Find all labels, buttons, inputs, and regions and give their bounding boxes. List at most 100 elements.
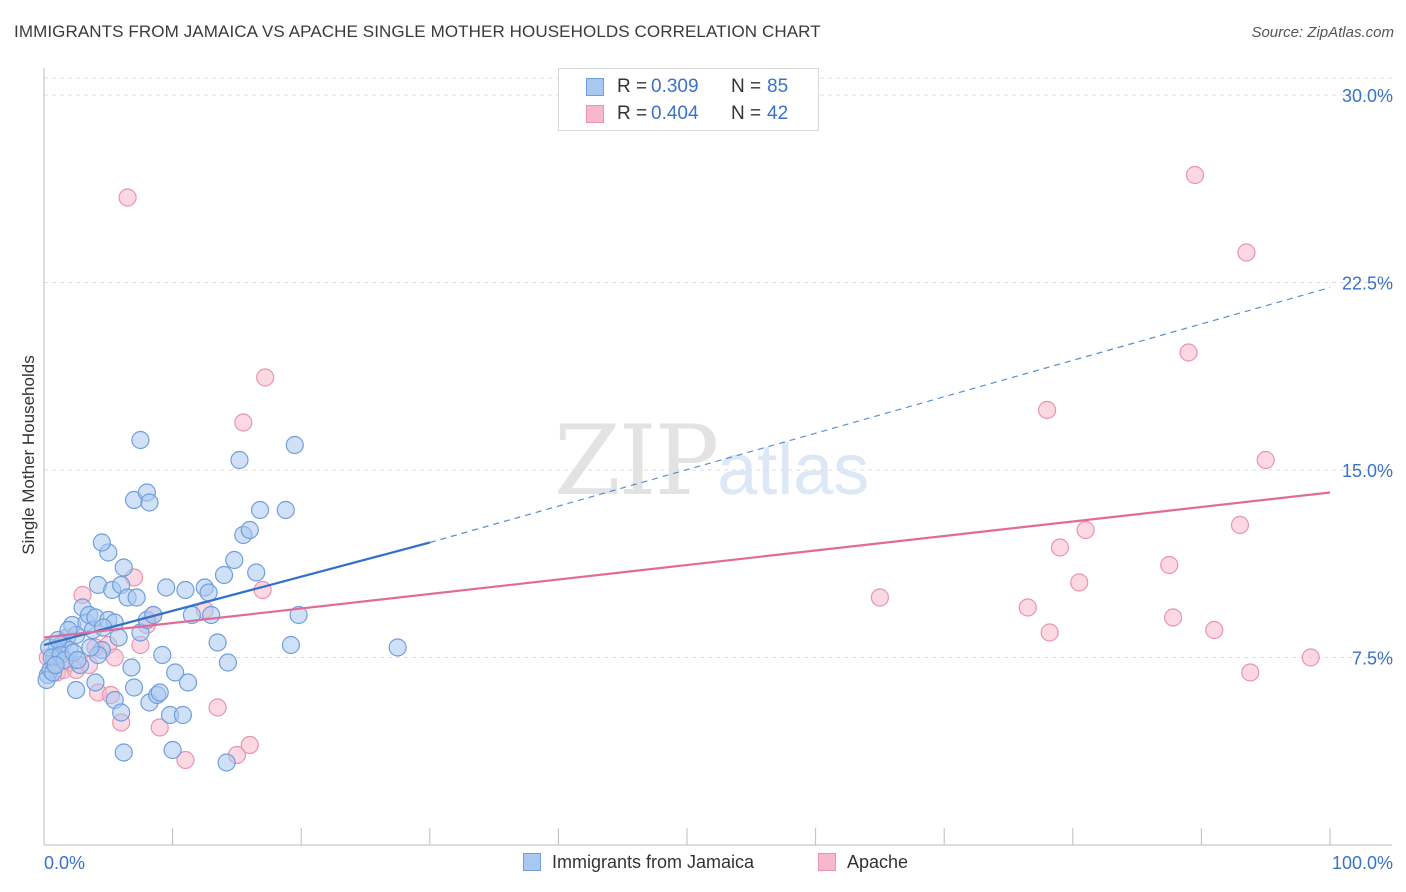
jamaica-point xyxy=(208,633,227,652)
apache-point xyxy=(1018,598,1037,617)
y-tick-label: 22.5% xyxy=(1342,274,1393,294)
jamaica-point xyxy=(250,500,270,520)
correlation-legend: R = 0.309 N = 85 R = 0.404 N = 42 xyxy=(558,68,819,131)
r-value-apache: 0.404 xyxy=(651,103,699,124)
apache-trend-line xyxy=(43,491,1331,639)
x-tick-label: 0.0% xyxy=(44,853,85,873)
n-label: N = xyxy=(731,76,762,97)
apache-point xyxy=(1205,620,1224,640)
chart-title: IMMIGRANTS FROM JAMAICA VS APACHE SINGLE… xyxy=(14,22,821,41)
source-credit: Source: ZipAtlas.com xyxy=(1251,24,1394,41)
apache-point xyxy=(1037,400,1057,420)
jamaica-point xyxy=(276,500,295,520)
jamaica-point xyxy=(247,563,266,582)
jamaica-trend-projection xyxy=(429,286,1331,544)
apache-point xyxy=(1179,343,1198,362)
jamaica-point xyxy=(150,683,169,702)
apache-point xyxy=(234,413,253,432)
apache-point xyxy=(253,580,272,600)
jamaica-point xyxy=(153,645,172,665)
apache-point xyxy=(256,368,275,387)
n-label: N = xyxy=(731,103,762,124)
watermark: ZIPatlas xyxy=(554,405,869,517)
y-tick-label: 15.0% xyxy=(1342,461,1393,481)
legend-item-jamaica[interactable]: Immigrants from Jamaica xyxy=(523,852,754,873)
jamaica-point xyxy=(68,650,87,670)
jamaica-point xyxy=(285,435,304,455)
x-tick-label: 100.0% xyxy=(1332,853,1393,873)
apache-point xyxy=(1070,573,1089,592)
y-tick-label: 30.0% xyxy=(1342,86,1393,106)
n-value-jamaica: 85 xyxy=(767,76,789,97)
jamaica-point xyxy=(124,678,144,697)
jamaica-point xyxy=(289,605,308,625)
apache-point xyxy=(1301,648,1320,667)
apache-point xyxy=(176,750,195,770)
apache-point xyxy=(1040,623,1059,642)
apache-point xyxy=(1050,538,1070,557)
legend-label-jamaica: Immigrants from Jamaica xyxy=(552,852,755,872)
jamaica-point xyxy=(157,578,176,597)
apache-point xyxy=(1230,515,1250,535)
jamaica-point xyxy=(230,450,249,470)
apache-swatch xyxy=(818,853,836,871)
jamaica-point xyxy=(202,605,221,625)
jamaica-swatch xyxy=(586,78,604,96)
axes xyxy=(43,68,1392,846)
jamaica-point xyxy=(163,740,182,760)
jamaica-point xyxy=(114,743,133,762)
apache-points xyxy=(38,165,1320,770)
jamaica-point xyxy=(176,580,195,600)
jamaica-points xyxy=(37,430,407,772)
apache-point xyxy=(1160,555,1179,575)
r-value-jamaica: 0.309 xyxy=(651,76,699,97)
apache-point xyxy=(1237,243,1256,262)
jamaica-point xyxy=(127,588,146,607)
apache-point xyxy=(1164,608,1183,627)
y-tick-label: 7.5% xyxy=(1352,649,1393,669)
apache-point xyxy=(1185,165,1205,185)
jamaica-point xyxy=(109,628,128,647)
grid-lines xyxy=(44,77,1392,658)
jamaica-point xyxy=(225,550,244,570)
legend-item-apache[interactable]: Apache xyxy=(818,852,908,873)
apache-swatch xyxy=(586,105,604,123)
jamaica-point xyxy=(173,705,192,725)
jamaica-point xyxy=(112,703,131,722)
jamaica-point xyxy=(178,673,198,692)
legend-label-apache: Apache xyxy=(847,852,909,872)
jamaica-point xyxy=(67,680,86,700)
apache-point xyxy=(1076,520,1095,540)
apache-point xyxy=(118,188,137,207)
jamaica-point xyxy=(199,583,218,602)
jamaica-point xyxy=(81,638,100,657)
jamaica-point xyxy=(86,673,105,692)
tick-labels: 7.5% 15.0% 22.5% 30.0% 0.0% 100.0% xyxy=(44,86,1393,873)
jamaica-point xyxy=(214,565,234,585)
legend-row-apache: R = 0.404 N = 42 xyxy=(559,101,818,127)
jamaica-point xyxy=(217,753,236,772)
jamaica-point xyxy=(122,658,141,677)
jamaica-point xyxy=(388,638,407,657)
apache-point xyxy=(208,698,227,717)
r-label: R = xyxy=(617,103,648,124)
n-value-apache: 42 xyxy=(767,103,789,124)
trend-lines xyxy=(43,286,1331,647)
jamaica-point xyxy=(240,520,259,540)
jamaica-point xyxy=(140,493,159,512)
jamaica-point xyxy=(92,533,111,552)
watermark-zip: ZIP xyxy=(554,405,719,517)
apache-point xyxy=(1256,450,1275,470)
jamaica-point xyxy=(166,663,185,682)
apache-point xyxy=(240,735,259,755)
jamaica-point xyxy=(114,558,133,577)
jamaica-point xyxy=(131,430,150,450)
jamaica-point xyxy=(281,635,301,655)
jamaica-swatch xyxy=(523,853,541,871)
apache-point xyxy=(870,588,890,607)
apache-point xyxy=(150,718,169,737)
jamaica-trend-line xyxy=(43,541,431,647)
jamaica-point xyxy=(218,653,237,672)
apache-point xyxy=(1241,663,1260,682)
